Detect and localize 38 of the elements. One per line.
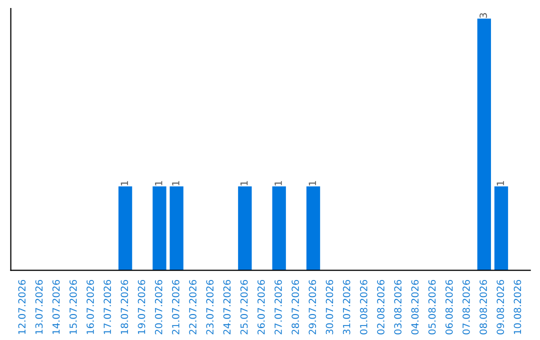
x-tick-label: 16.07.2026	[86, 280, 94, 334]
x-tick-label: 02.08.2026	[377, 280, 384, 334]
x-tick-label: 12.07.2026	[18, 280, 26, 334]
data-label: 3	[480, 13, 487, 18]
x-tick-label: 05.08.2026	[428, 280, 436, 334]
x-tick-label: 07.08.2026	[462, 280, 470, 334]
x-tick-label: 27.07.2026	[274, 280, 282, 334]
x-tick-label: 13.07.2026	[35, 280, 43, 334]
x-tick-label: 23.07.2026	[206, 280, 214, 334]
x-tick-label: 15.07.2026	[69, 280, 77, 334]
data-label: 1	[120, 181, 128, 186]
x-tick-label: 14.07.2026	[52, 280, 60, 334]
x-tick-label: 25.07.2026	[240, 280, 248, 334]
x-tick-label: 31.07.2026	[342, 280, 350, 334]
x-tick-label: 03.08.2026	[394, 280, 402, 334]
data-label: 1	[496, 181, 504, 186]
x-tick-label: 24.07.2026	[223, 280, 231, 334]
data-label: 1	[274, 181, 282, 186]
x-tick-label: 26.07.2026	[257, 280, 265, 334]
x-tick-label: 30.07.2026	[326, 280, 334, 334]
x-tick-label: 22.07.2026	[189, 280, 196, 334]
x-tick-label: 20.07.2026	[154, 280, 162, 334]
x-tick-label: 19.07.2026	[138, 280, 146, 334]
x-tick-label: 09.08.2026	[496, 280, 504, 334]
data-label: 1	[308, 181, 316, 186]
x-tick-label: 28.07.2026	[292, 280, 299, 334]
x-tick-label: 18.07.2026	[120, 280, 128, 334]
x-tick-label: 21.07.2026	[172, 280, 180, 334]
x-tick-label: 08.08.2026	[480, 280, 487, 334]
x-tick-label: 04.08.2026	[411, 280, 419, 334]
data-label: 1	[155, 181, 162, 186]
x-tick-label: 10.08.2026	[514, 280, 522, 334]
x-tick-label: 17.07.2026	[104, 280, 112, 334]
x-tick-label: 29.07.2026	[308, 280, 316, 334]
x-tick-label: 06.08.2026	[445, 280, 453, 334]
data-label: 1	[172, 181, 180, 186]
data-label: 1	[240, 181, 248, 186]
x-tick-label: 01.08.2026	[360, 280, 368, 334]
